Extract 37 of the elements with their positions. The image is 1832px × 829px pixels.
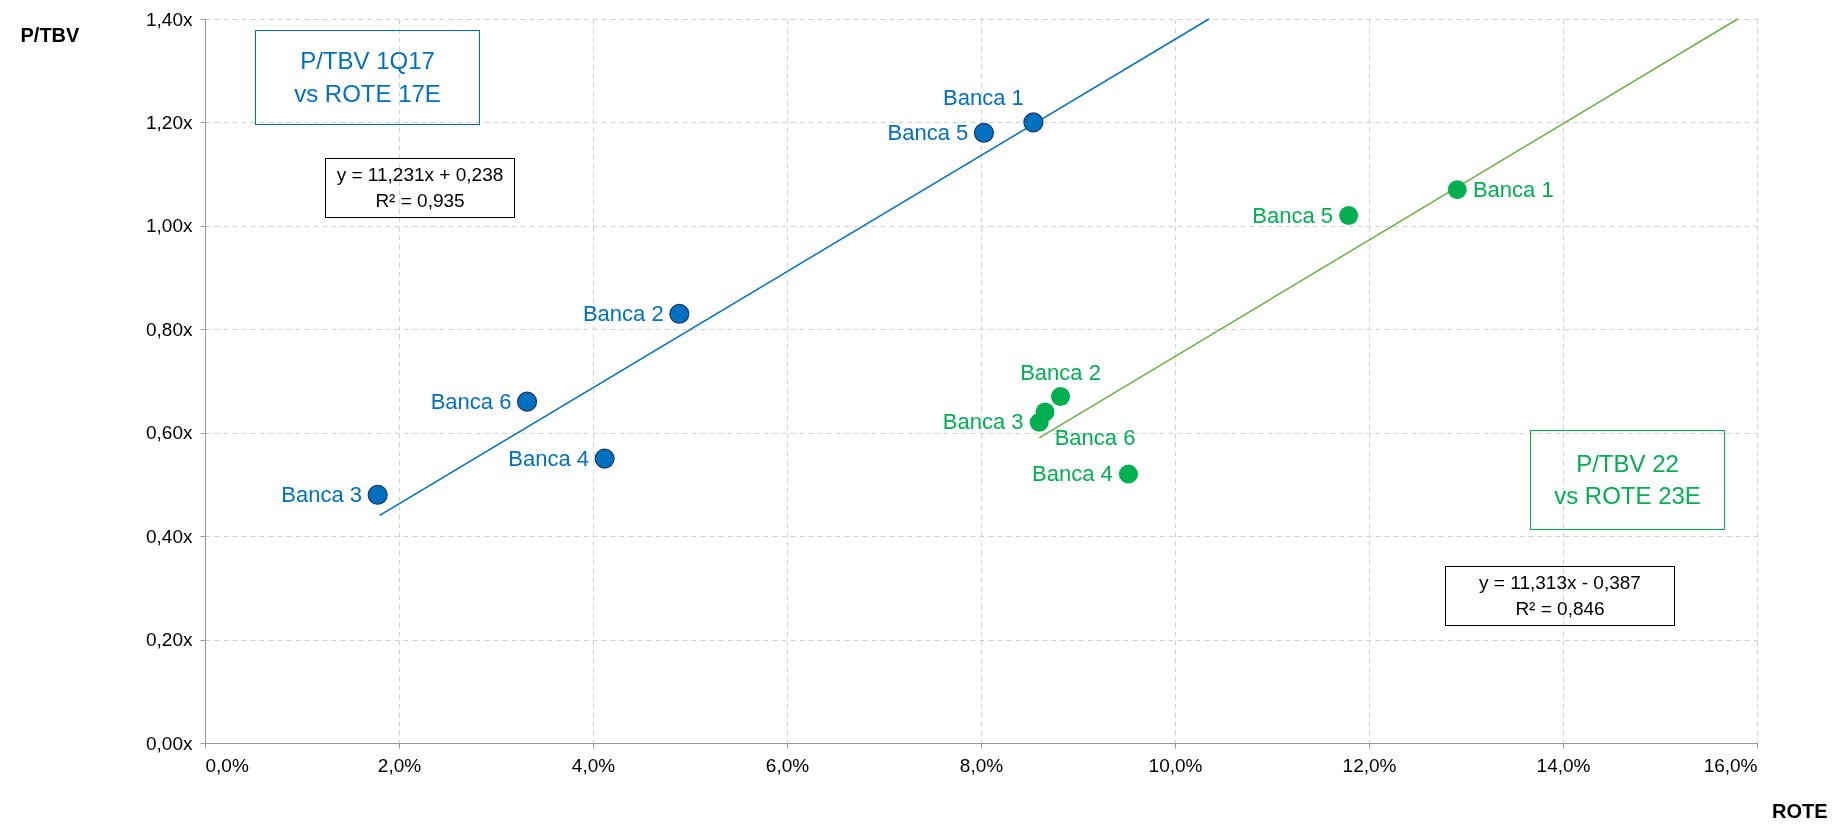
x-tick-label: 2,0% xyxy=(377,754,422,776)
annotation: R² = 0,935 xyxy=(375,189,465,213)
y-tick-label: 0,80x xyxy=(146,318,193,340)
data-label: Banca 3 xyxy=(942,409,1024,435)
x-tick-label: 16,0% xyxy=(1703,754,1758,776)
y-tick-label: 1,40x xyxy=(146,8,193,30)
data-label: Banca 5 xyxy=(1252,202,1333,228)
data-label: Banca 6 xyxy=(1054,425,1136,451)
y-axis-title: P/TBV xyxy=(20,23,81,46)
annotation: R² = 0,846 xyxy=(1515,597,1605,621)
y-tick-label: 0,00x xyxy=(146,732,193,754)
y-tick-label: 1,20x xyxy=(146,111,193,133)
x-tick-label: 4,0% xyxy=(571,754,616,776)
data-label: Banca 1 xyxy=(942,85,1024,111)
x-axis-title: ROTE xyxy=(1771,799,1828,822)
annotation: y = 11,313x - 0,387 xyxy=(1479,571,1641,596)
x-tick-label: 8,0% xyxy=(959,754,1004,776)
y-tick-label: 0,60x xyxy=(146,422,193,444)
text: P/TBV 22 vs ROTE 23E xyxy=(1554,448,1701,511)
data-label: Banca 4 xyxy=(1032,461,1113,487)
data-label: Banca 2 xyxy=(1020,359,1101,385)
y-tick-label: 0,40x xyxy=(146,525,193,547)
text: P/TBV 1Q17 vs ROTE 17E xyxy=(294,46,441,109)
x-tick-label: 6,0% xyxy=(765,754,810,776)
data-label: Banca 4 xyxy=(508,445,589,471)
y-tick-label: 0,20x xyxy=(146,629,193,651)
x-tick-label: 12,0% xyxy=(1342,754,1397,776)
y-tick-label: 1,00x xyxy=(146,215,193,237)
x-tick-label: 0,0% xyxy=(205,754,249,776)
data-label: Banca 3 xyxy=(281,481,362,507)
data-label: Banca 6 xyxy=(430,388,512,414)
data-label: Banca 1 xyxy=(1472,176,1554,202)
data-label: Banca 5 xyxy=(887,119,969,145)
x-tick-label: 10,0% xyxy=(1148,754,1203,776)
annotation: y = 11,231x + 0,238 xyxy=(336,163,504,188)
x-tick-label: 14,0% xyxy=(1536,754,1591,776)
data-label: Banca 2 xyxy=(582,300,664,326)
